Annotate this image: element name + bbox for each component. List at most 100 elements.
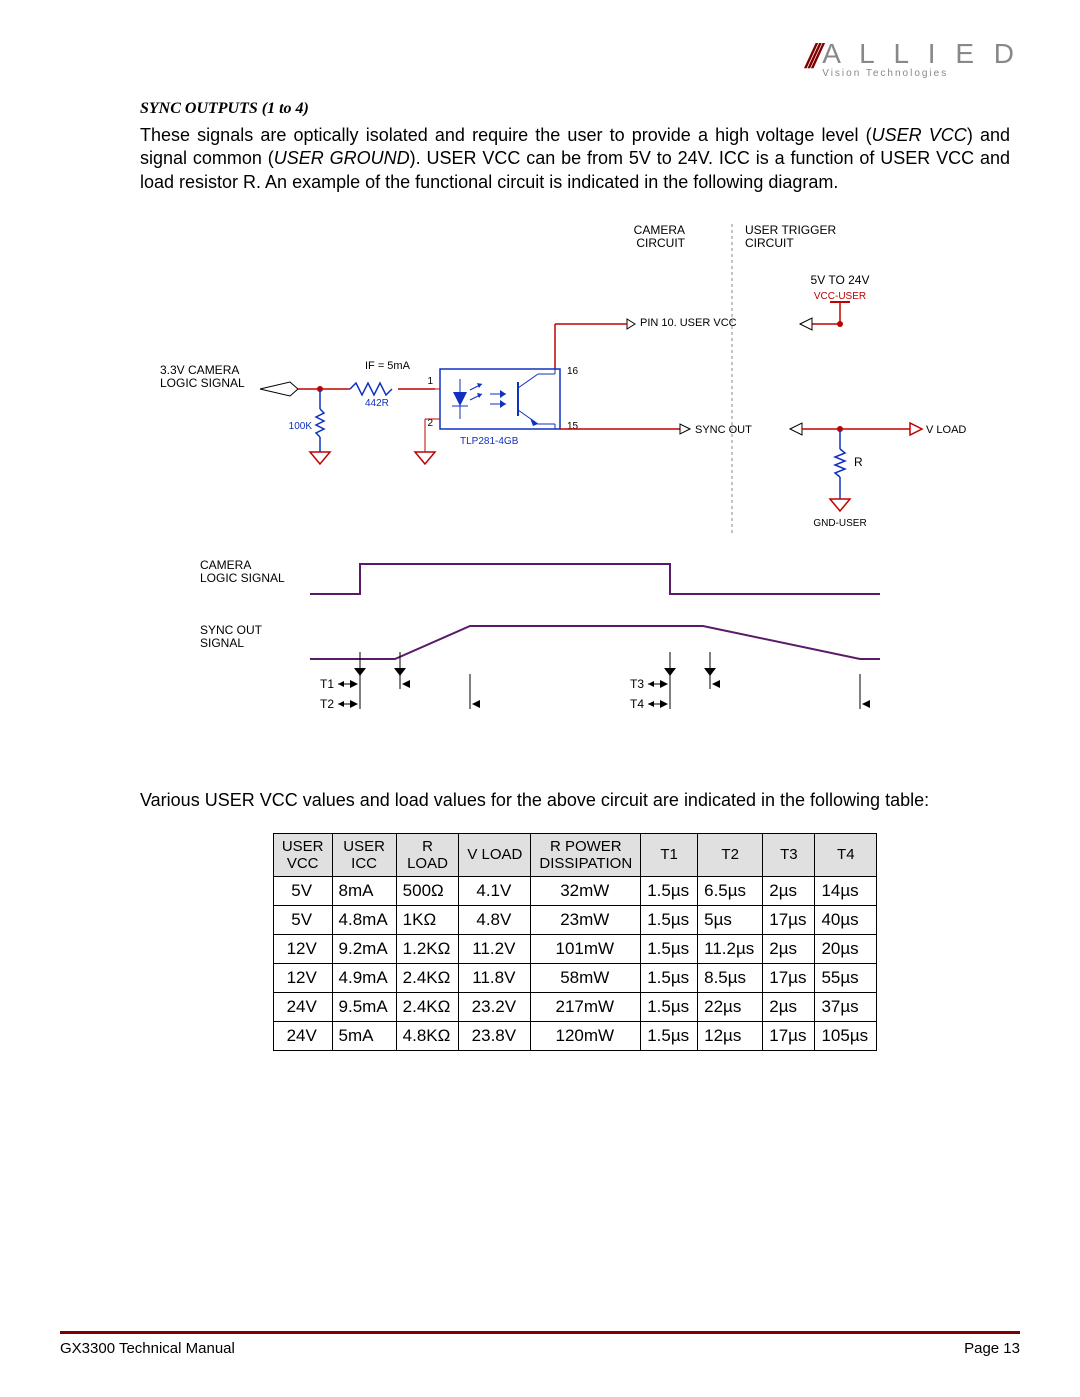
table-row: 12V9.2mA1.2KΩ11.2V101mW1.5µs11.2µs2µs20µ…: [273, 935, 876, 964]
table-cell: 12µs: [698, 1022, 763, 1051]
table-cell: 20µs: [815, 935, 877, 964]
paragraph-1: These signals are optically isolated and…: [140, 124, 1010, 194]
table-cell: 32mW: [531, 877, 641, 906]
table-cell: 8.5µs: [698, 964, 763, 993]
svg-text:16: 16: [567, 366, 579, 377]
logo-main: A L L I E D: [822, 38, 1020, 70]
table-cell: 9.2mA: [332, 935, 396, 964]
table-header: T4: [815, 833, 877, 877]
footer-right: Page 13: [964, 1340, 1020, 1357]
table-cell: 17µs: [763, 906, 815, 935]
table-cell: 55µs: [815, 964, 877, 993]
table-cell: 2µs: [763, 877, 815, 906]
table-cell: 4.8mA: [332, 906, 396, 935]
table-cell: 11.8V: [459, 964, 531, 993]
table-cell: 4.8KΩ: [396, 1022, 459, 1051]
logo: /// A L L I E D Vision Technologies: [806, 38, 1020, 79]
table-cell: 1.5µs: [641, 993, 698, 1022]
table-cell: 5V: [273, 877, 332, 906]
svg-text:CAMERALOGIC SIGNAL: CAMERALOGIC SIGNAL: [200, 558, 285, 585]
table-cell: 1.5µs: [641, 1022, 698, 1051]
svg-text:VCC-USER: VCC-USER: [814, 291, 866, 302]
table-cell: 17µs: [763, 1022, 815, 1051]
circuit-diagram: CAMERACIRCUIT USER TRIGGERCIRCUIT 5V TO …: [140, 214, 1010, 759]
table-header: T2: [698, 833, 763, 877]
table-cell: 17µs: [763, 964, 815, 993]
table-cell: 120mW: [531, 1022, 641, 1051]
table-header: R POWERDISSIPATION: [531, 833, 641, 877]
table-cell: 9.5mA: [332, 993, 396, 1022]
svg-text:T4: T4: [630, 697, 644, 711]
table-cell: 23.2V: [459, 993, 531, 1022]
table-cell: 8mA: [332, 877, 396, 906]
table-cell: 12V: [273, 964, 332, 993]
table-cell: 2µs: [763, 993, 815, 1022]
table-cell: 37µs: [815, 993, 877, 1022]
vcc-table: USERVCCUSERICCRLOADV LOADR POWERDISSIPAT…: [273, 833, 877, 1052]
svg-text:1: 1: [427, 376, 433, 387]
table-row: 12V4.9mA2.4KΩ11.8V58mW1.5µs8.5µs17µs55µs: [273, 964, 876, 993]
svg-text:R: R: [854, 455, 863, 469]
footer-left: GX3300 Technical Manual: [60, 1340, 235, 1357]
svg-text:SYNC OUT: SYNC OUT: [695, 424, 752, 436]
table-cell: 4.8V: [459, 906, 531, 935]
table-cell: 24V: [273, 993, 332, 1022]
svg-text:100K: 100K: [289, 421, 313, 432]
table-cell: 105µs: [815, 1022, 877, 1051]
table-cell: 11.2µs: [698, 935, 763, 964]
table-cell: 40µs: [815, 906, 877, 935]
svg-text:IF = 5mA: IF = 5mA: [365, 360, 411, 372]
table-cell: 1.5µs: [641, 935, 698, 964]
table-cell: 5µs: [698, 906, 763, 935]
table-header: USERVCC: [273, 833, 332, 877]
svg-text:442R: 442R: [365, 398, 389, 409]
table-cell: 217mW: [531, 993, 641, 1022]
table-cell: 4.9mA: [332, 964, 396, 993]
svg-text:3.3V CAMERALOGIC SIGNAL: 3.3V CAMERALOGIC SIGNAL: [160, 363, 245, 390]
table-cell: 5mA: [332, 1022, 396, 1051]
svg-text:T1: T1: [320, 677, 334, 691]
table-cell: 23.8V: [459, 1022, 531, 1051]
logo-sub: Vision Technologies: [822, 68, 1020, 79]
paragraph-2: Various USER VCC values and load values …: [140, 789, 1010, 812]
table-cell: 6.5µs: [698, 877, 763, 906]
table-header: RLOAD: [396, 833, 459, 877]
table-row: 24V9.5mA2.4KΩ23.2V217mW1.5µs22µs2µs37µs: [273, 993, 876, 1022]
svg-text:T2: T2: [320, 697, 334, 711]
svg-text:TLP281-4GB: TLP281-4GB: [460, 436, 519, 447]
section-heading: SYNC OUTPUTS (1 to 4): [140, 100, 1010, 118]
table-cell: 11.2V: [459, 935, 531, 964]
table-cell: 12V: [273, 935, 332, 964]
table-cell: 5V: [273, 906, 332, 935]
table-row: 5V4.8mA1KΩ4.8V23mW1.5µs5µs17µs40µs: [273, 906, 876, 935]
table-cell: 101mW: [531, 935, 641, 964]
table-header: USERICC: [332, 833, 396, 877]
svg-text:CAMERACIRCUIT: CAMERACIRCUIT: [634, 223, 686, 250]
table-cell: 58mW: [531, 964, 641, 993]
table-cell: 23mW: [531, 906, 641, 935]
table-cell: 1.2KΩ: [396, 935, 459, 964]
table-cell: 1.5µs: [641, 877, 698, 906]
table-cell: 2µs: [763, 935, 815, 964]
svg-text:V LOAD: V LOAD: [926, 424, 966, 436]
svg-text:PIN 10. USER VCC: PIN 10. USER VCC: [640, 317, 737, 329]
footer: GX3300 Technical Manual Page 13: [60, 1329, 1020, 1357]
svg-text:GND-USER: GND-USER: [813, 518, 866, 529]
svg-text:USER TRIGGERCIRCUIT: USER TRIGGERCIRCUIT: [745, 223, 836, 250]
svg-text:T3: T3: [630, 677, 644, 691]
svg-text:2: 2: [427, 418, 433, 429]
table-row: 24V5mA4.8KΩ23.8V120mW1.5µs12µs17µs105µs: [273, 1022, 876, 1051]
table-cell: 1.5µs: [641, 906, 698, 935]
logo-slashes-icon: ///: [806, 38, 816, 77]
table-cell: 500Ω: [396, 877, 459, 906]
table-header: T1: [641, 833, 698, 877]
table-header: V LOAD: [459, 833, 531, 877]
table-header: T3: [763, 833, 815, 877]
table-cell: 1.5µs: [641, 964, 698, 993]
table-cell: 2.4KΩ: [396, 993, 459, 1022]
table-row: 5V8mA500Ω4.1V32mW1.5µs6.5µs2µs14µs: [273, 877, 876, 906]
table-cell: 14µs: [815, 877, 877, 906]
table-cell: 1KΩ: [396, 906, 459, 935]
svg-text:SYNC OUTSIGNAL: SYNC OUTSIGNAL: [200, 623, 263, 650]
table-cell: 24V: [273, 1022, 332, 1051]
